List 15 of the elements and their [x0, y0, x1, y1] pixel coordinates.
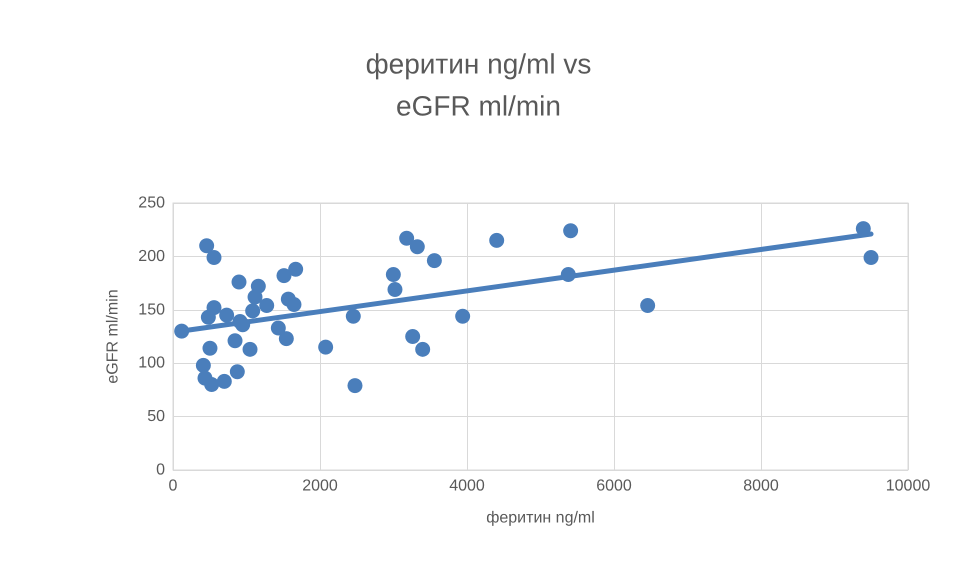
y-tick-label: 50: [147, 408, 166, 426]
y-axis-title: eGFR ml/min: [104, 289, 122, 384]
chart-title: феритин ng/ml vs eGFR ml/min: [366, 48, 592, 122]
y-tick-label: 200: [138, 248, 166, 265]
x-tick-label: 4000: [449, 478, 485, 494]
y-tick-label: 100: [138, 354, 166, 372]
x-tick-label: 8000: [743, 478, 779, 494]
x-tick-label: 6000: [596, 478, 632, 494]
x-tick-label: 10000: [886, 478, 930, 494]
x-tick-label: 2000: [302, 478, 338, 494]
y-tick-label: 250: [138, 194, 166, 212]
y-tick-label: 0: [156, 462, 166, 478]
x-tick-label: 0: [168, 478, 178, 494]
y-tick-label: 150: [138, 301, 166, 318]
x-axis-title: феритин ng/ml: [486, 510, 595, 526]
